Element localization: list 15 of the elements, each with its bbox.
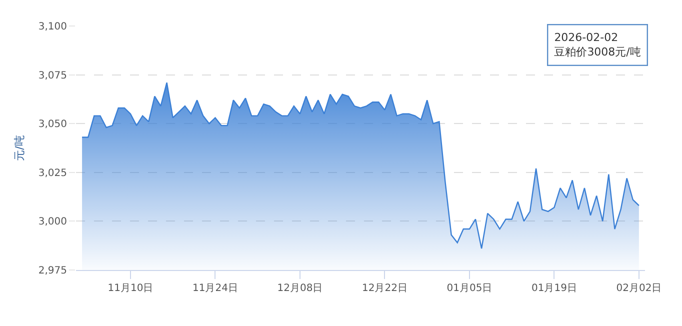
x-tick-label: 11月10日 xyxy=(108,283,154,294)
x-tick-label: 02月02日 xyxy=(616,283,662,294)
x-tick-label: 01月05日 xyxy=(446,283,492,294)
x-tick-label: 11月24日 xyxy=(192,283,238,294)
annotation: 2026-02-02 豆粕价3008元/吨 xyxy=(554,31,641,58)
y-tick-label: 3,075 xyxy=(38,70,67,82)
x-tick-label: 12月08日 xyxy=(277,283,323,294)
y-tick-label: 3,050 xyxy=(38,119,67,130)
y-tick-label: 3,025 xyxy=(38,168,67,179)
x-tick-label: 12月22日 xyxy=(362,283,408,294)
y-axis-title: 元/吨 xyxy=(13,135,26,161)
y-tick-label: 3,000 xyxy=(38,216,67,228)
y-tick-label: 3,100 xyxy=(38,22,67,32)
x-tick-label: 01月19日 xyxy=(531,283,577,294)
y-tick-label: 2,975 xyxy=(38,266,67,276)
